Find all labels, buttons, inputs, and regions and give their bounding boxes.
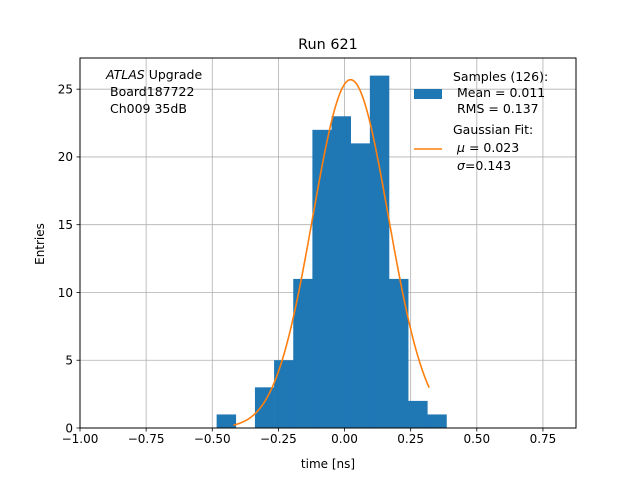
legend-samples-line-2: Mean = 0.011 [457,85,545,100]
histogram-bar [312,129,332,429]
histogram-bar [293,278,313,428]
legend-samples-swatch [414,89,442,99]
mu-symbol: μ [456,140,465,155]
histogram-bar [350,143,371,428]
histogram-bar [389,278,409,428]
x-tick-label: −0.50 [194,432,231,446]
y-tick-label: 5 [65,354,73,368]
x-tick-label: −1.00 [62,432,99,446]
y-axis-label: Entries [33,223,47,265]
histogram-bar [427,414,447,428]
annotation-line-2: Board187722 [110,84,194,99]
x-tick-label: 0.00 [331,432,358,446]
x-tick-label: −0.25 [260,432,297,446]
x-tick-label: 0.75 [530,432,557,446]
x-axis-ticks: −1.00 −0.75 −0.50 −0.25 0.00 0.25 0.50 0.75 [62,428,557,446]
legend: Samples (126): Mean = 0.011 RMS = 0.137 … [414,69,548,173]
histogram-bar [254,387,275,428]
x-axis-label: time [ns] [301,457,355,471]
x-tick-label: −0.75 [128,432,165,446]
y-tick-label: 10 [58,286,73,300]
histogram-bar [216,414,237,428]
y-tick-label: 15 [58,218,73,232]
y-axis-ticks: 0 5 10 15 20 25 [58,82,80,435]
y-tick-label: 0 [65,421,73,435]
y-tick-label: 25 [58,82,73,96]
annotation-line-1: ATLAS Upgrade [105,67,202,82]
histogram-bar [331,116,351,429]
y-tick-label: 20 [58,150,73,164]
legend-samples-line-1: Samples (126): [453,69,548,84]
atlas-label: ATLAS [105,67,145,82]
plot-frame [79,57,577,429]
chart-title: Run 621 [298,37,358,53]
upgrade-label: Upgrade [145,67,203,82]
histogram-bar [408,400,428,428]
gaussian-fit [233,78,430,426]
legend-samples-line-3: RMS = 0.137 [457,101,539,116]
sigma-value: =0.143 [465,158,511,173]
legend-fit-line-3: σ=0.143 [457,158,511,173]
gaussian-fit-curve [233,78,430,426]
sigma-symbol: σ [457,158,466,173]
mu-value: = 0.023 [469,140,519,155]
x-tick-label: 0.25 [397,432,424,446]
histogram-bars [216,75,447,429]
legend-fit-line-2: μ = 0.023 [456,140,519,155]
atlas-annotation: ATLAS Upgrade Board187722 Ch009 35dB [105,67,202,116]
annotation-line-3: Ch009 35dB [110,101,187,116]
histogram-bar [369,75,390,428]
histogram-bar [274,360,294,428]
legend-fit-line-1: Gaussian Fit: [453,122,533,137]
x-tick-label: 0.50 [463,432,490,446]
